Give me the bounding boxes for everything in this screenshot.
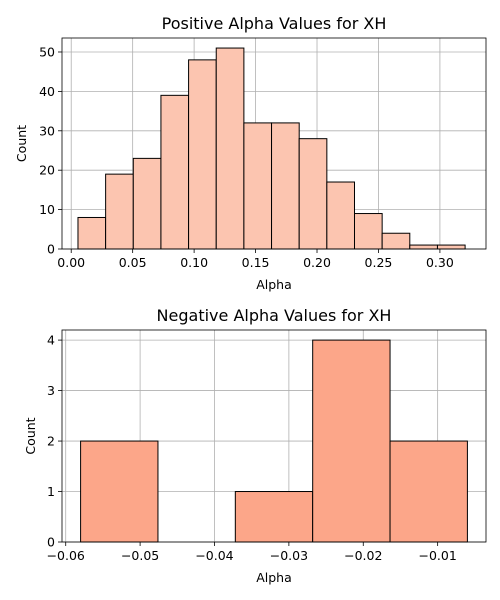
histogram-bar (77, 216, 107, 250)
histogram-bar (298, 138, 328, 250)
y-tick-label: 30 (39, 123, 55, 138)
x-tick-label: 0.30 (426, 255, 454, 270)
histogram-bar (188, 59, 217, 250)
y-tick-label: 2 (47, 434, 55, 449)
histogram-bar (436, 244, 466, 250)
plot-frame (61, 329, 487, 543)
x-tick-label: 0.10 (180, 255, 208, 270)
histogram-bar (132, 157, 162, 250)
x-tick-label: 0.25 (365, 255, 393, 270)
y-axis-label: Count (23, 417, 38, 454)
y-tick-label: 0 (47, 535, 55, 550)
histogram-bar (326, 181, 355, 250)
y-tick-label: 4 (47, 333, 55, 348)
histogram-bar (409, 244, 438, 250)
positive-alpha-histogram: 0.00 0.05 0.10 0.15 0.20 0.25 0.30 0 10 20 30 40 50 P… (14, 14, 487, 292)
y-tick-label: 10 (39, 202, 55, 217)
y-tick-label: 40 (39, 84, 55, 99)
x-axis-label: Alpha (256, 570, 292, 585)
y-tick-label: 1 (47, 484, 55, 499)
histogram-bar (160, 94, 190, 250)
plot-frame (61, 37, 487, 250)
y-tick-label: 50 (39, 44, 55, 59)
histogram-bar (353, 213, 383, 250)
bars (80, 339, 468, 543)
x-tick-label: −0.04 (195, 548, 233, 563)
y-tick-label: 3 (47, 383, 55, 398)
y-tick-label: 0 (47, 242, 55, 257)
x-tick-label: −0.01 (418, 548, 456, 563)
x-tick-label: −0.05 (121, 548, 159, 563)
histogram-bar (271, 122, 300, 250)
chart-title: Negative Alpha Values for XH (157, 306, 392, 325)
negative-alpha-histogram: −0.06 −0.05 −0.04 −0.03 −0.02 −0.01 0 1 2 3 4 Negat… (23, 306, 487, 585)
x-tick-label: 0.20 (303, 255, 331, 270)
histogram-bar (243, 122, 273, 250)
histogram-bar (215, 47, 245, 250)
histogram-bar (312, 339, 391, 543)
chart-title: Positive Alpha Values for XH (162, 14, 387, 33)
y-tick-label: 20 (39, 163, 55, 178)
x-tick-label: 0.00 (57, 255, 85, 270)
histogram-bar (80, 440, 159, 543)
x-tick-label: 0.15 (242, 255, 270, 270)
histogram-bar (105, 173, 134, 250)
x-tick-label: −0.02 (344, 548, 382, 563)
bars (77, 47, 466, 250)
histogram-bar (234, 491, 314, 543)
x-tick-label: 0.05 (119, 255, 147, 270)
x-tick-label: −0.06 (47, 548, 85, 563)
x-axis-label: Alpha (256, 277, 292, 292)
histogram-bar (389, 440, 468, 543)
x-tick-label: −0.03 (270, 548, 308, 563)
y-axis-label: Count (14, 125, 29, 162)
histogram-bar (381, 232, 411, 250)
